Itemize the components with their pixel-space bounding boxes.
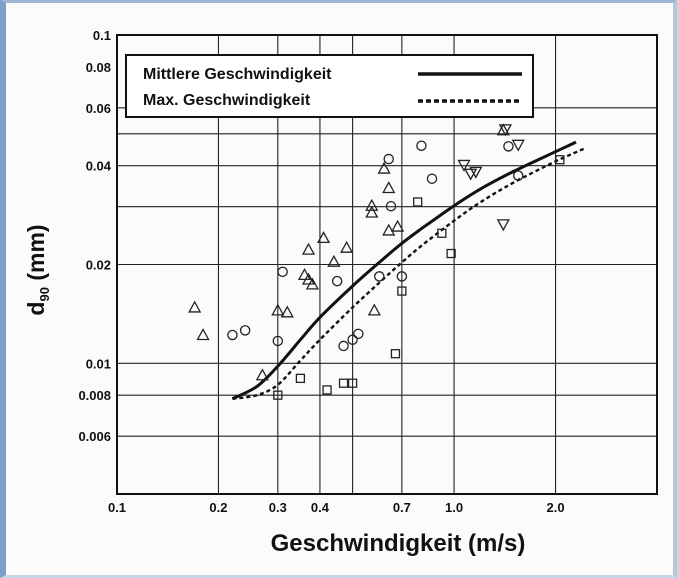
triangle-up-point xyxy=(301,242,316,255)
square-point xyxy=(390,349,401,359)
legend-box xyxy=(125,54,534,118)
square-point xyxy=(397,286,407,296)
y-axis-label-subscript: 90 xyxy=(37,287,52,301)
circle-point xyxy=(396,271,408,282)
square-point xyxy=(295,373,306,384)
triangle-up-point xyxy=(301,272,316,285)
triangle-up-point xyxy=(377,161,391,174)
square-point xyxy=(322,385,332,395)
triangle-down-point xyxy=(496,219,510,232)
circle-point xyxy=(338,340,349,352)
triangle-up-point xyxy=(327,254,341,267)
triangle-down-point xyxy=(498,124,512,137)
y-tick-label: 0.06 xyxy=(86,101,111,116)
circle-point xyxy=(277,266,288,278)
triangle-up-point xyxy=(280,305,294,318)
triangle-up-point xyxy=(391,219,405,232)
x-tick-label: 0.3 xyxy=(269,500,287,515)
square-point xyxy=(555,155,565,165)
triangle-up-point xyxy=(196,328,210,341)
grid xyxy=(117,35,657,494)
mittlere-geschwindigkeit-line xyxy=(231,140,577,401)
triangle-up-point xyxy=(496,123,510,136)
circle-point xyxy=(347,334,358,345)
square-point xyxy=(347,378,358,388)
triangle-up-point xyxy=(382,181,396,194)
circle-point xyxy=(385,200,397,212)
circle-point xyxy=(416,140,427,151)
x-tick-label: 2.0 xyxy=(546,500,564,515)
x-tick-label: 0.4 xyxy=(311,500,330,515)
square-point xyxy=(437,228,447,238)
triangle-up-point xyxy=(297,267,312,280)
y-tick-label: 0.04 xyxy=(86,159,112,174)
circle-point xyxy=(353,328,364,340)
triangle-up-point xyxy=(340,240,354,253)
circle-point xyxy=(331,275,343,287)
circle-point xyxy=(272,335,284,347)
square-point xyxy=(413,197,423,207)
triangle-up-point xyxy=(188,300,202,313)
triangle-up-point xyxy=(305,277,320,290)
max-geschwindigkeit-line xyxy=(232,147,586,400)
triangle-up-point xyxy=(255,368,269,381)
y-axis-label-unit: (mm) xyxy=(23,224,49,287)
square-point xyxy=(273,390,283,400)
tick-labels: 0.1 0.2 0.3 0.4 0.7 1.0 2.0 0.1 0.08 0.06 0.04 0.02… xyxy=(78,28,564,515)
y-axis-label-main: d xyxy=(23,302,49,316)
circle-point xyxy=(426,173,438,184)
triangle-up-point xyxy=(365,205,379,218)
data-points xyxy=(188,123,565,400)
x-tick-label: 0.1 xyxy=(108,500,126,515)
triangle-up-point xyxy=(382,223,396,236)
circle-point xyxy=(383,153,394,165)
legend-label-mittlere: Mittlere Geschwindigkeit xyxy=(143,66,332,83)
triangle-down-point xyxy=(457,159,471,172)
circle-point xyxy=(227,329,238,341)
curves xyxy=(231,140,586,401)
x-tick-label: 0.2 xyxy=(209,500,227,515)
triangle-up-point xyxy=(316,231,331,244)
y-axis-label: d90 (mm) xyxy=(23,224,52,315)
y-tick-label: 0.006 xyxy=(78,429,111,444)
plot-area xyxy=(116,34,658,495)
circle-point xyxy=(503,141,514,152)
circle-point xyxy=(374,271,385,282)
circle-point xyxy=(239,325,251,336)
y-tick-label: 0.008 xyxy=(78,388,111,403)
square-point xyxy=(446,248,456,259)
circle-point xyxy=(512,170,524,181)
legend-label-max: Max. Geschwindigkeit xyxy=(143,92,311,109)
triangle-up-point xyxy=(271,303,285,316)
square-point xyxy=(338,378,349,388)
x-tick-label: 1.0 xyxy=(445,500,463,515)
y-tick-label: 0.02 xyxy=(86,258,111,273)
triangle-down-point xyxy=(469,166,483,179)
x-axis-label: Geschwindigkeit (m/s) xyxy=(271,530,526,557)
y-tick-label: 0.08 xyxy=(86,60,111,75)
y-tick-label: 0.1 xyxy=(93,28,111,43)
triangle-up-point xyxy=(367,303,381,316)
legend: Mittlere Geschwindigkeit Max. Geschwindi… xyxy=(125,54,534,118)
y-tick-label: 0.01 xyxy=(86,356,111,371)
triangle-up-point xyxy=(365,198,379,211)
triangle-down-point xyxy=(511,139,525,152)
x-tick-label: 0.7 xyxy=(393,500,411,515)
